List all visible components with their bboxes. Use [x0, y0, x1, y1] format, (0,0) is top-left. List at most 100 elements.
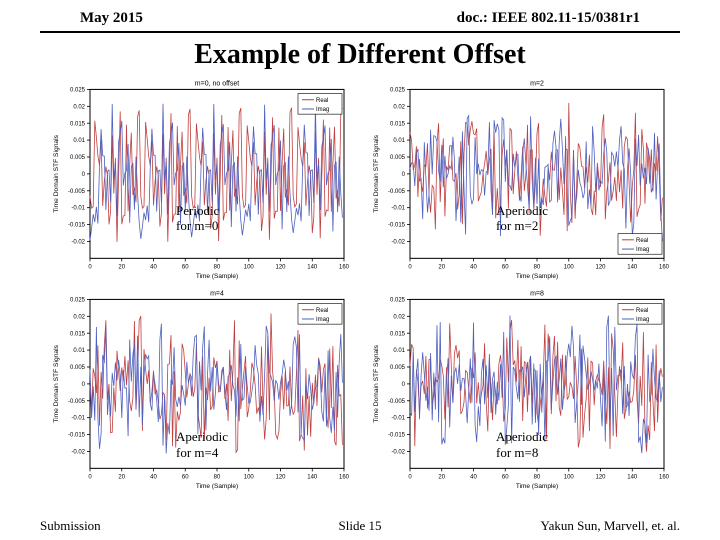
svg-text:m=0, no offset: m=0, no offset [195, 79, 239, 87]
svg-text:Real: Real [316, 97, 328, 104]
svg-text:160: 160 [659, 474, 670, 481]
footer-left: Submission [40, 518, 101, 534]
svg-text:0.005: 0.005 [70, 154, 86, 161]
svg-text:60: 60 [182, 264, 189, 271]
svg-text:Real: Real [316, 307, 328, 314]
svg-text:40: 40 [470, 264, 477, 271]
svg-text:Imag: Imag [316, 106, 329, 113]
svg-text:Time (Sample): Time (Sample) [516, 483, 558, 490]
svg-text:Real: Real [636, 237, 648, 244]
svg-text:m=8: m=8 [530, 289, 544, 297]
svg-text:Time Domain STF Signals: Time Domain STF Signals [53, 134, 60, 212]
svg-text:160: 160 [339, 264, 350, 271]
svg-text:20: 20 [438, 474, 445, 481]
svg-text:Real: Real [636, 307, 648, 314]
svg-text:120: 120 [275, 264, 286, 271]
chart-panel-2: -0.02 -0.015 -0.01 -0.005 0 0.005 0.01 0.015 0.0… [50, 285, 350, 491]
svg-text:0.015: 0.015 [70, 120, 86, 127]
svg-text:-0.01: -0.01 [391, 415, 405, 422]
svg-text:Time Domain STF Signals: Time Domain STF Signals [53, 344, 60, 422]
svg-text:0.01: 0.01 [73, 347, 85, 354]
svg-text:-0.005: -0.005 [68, 188, 86, 195]
svg-text:0.02: 0.02 [73, 103, 85, 110]
svg-text:140: 140 [627, 474, 638, 481]
chart-panel-1: -0.02 -0.015 -0.01 -0.005 0 0.005 0.01 0.015 0.0… [370, 75, 670, 281]
header-doc: doc.: IEEE 802.11-15/0381r1 [457, 10, 640, 27]
svg-text:140: 140 [307, 474, 318, 481]
svg-text:80: 80 [534, 474, 541, 481]
svg-text:40: 40 [470, 474, 477, 481]
svg-text:0: 0 [402, 381, 406, 388]
svg-text:80: 80 [214, 264, 221, 271]
svg-text:Imag: Imag [636, 246, 649, 253]
svg-text:0.01: 0.01 [393, 347, 405, 354]
svg-text:0: 0 [408, 264, 412, 271]
svg-text:0.02: 0.02 [73, 313, 85, 320]
svg-text:-0.02: -0.02 [71, 448, 85, 455]
svg-text:-0.01: -0.01 [71, 205, 85, 212]
svg-text:-0.02: -0.02 [391, 448, 405, 455]
svg-text:40: 40 [150, 264, 157, 271]
svg-text:0.005: 0.005 [390, 364, 406, 371]
svg-text:120: 120 [595, 264, 606, 271]
svg-text:0.01: 0.01 [73, 137, 85, 144]
svg-text:100: 100 [564, 474, 575, 481]
svg-text:-0.005: -0.005 [388, 398, 406, 405]
svg-text:0.025: 0.025 [70, 296, 86, 303]
svg-text:80: 80 [214, 474, 221, 481]
svg-text:0.025: 0.025 [70, 86, 86, 93]
svg-text:0: 0 [88, 264, 92, 271]
svg-text:160: 160 [659, 264, 670, 271]
svg-text:m=2: m=2 [530, 79, 544, 87]
slide-title: Example of Different Offset [0, 33, 720, 71]
svg-text:0: 0 [82, 381, 86, 388]
svg-text:0.015: 0.015 [70, 330, 86, 337]
svg-text:100: 100 [244, 264, 255, 271]
svg-text:0.015: 0.015 [390, 120, 406, 127]
svg-text:-0.015: -0.015 [68, 222, 86, 229]
svg-text:0.005: 0.005 [390, 154, 406, 161]
svg-text:20: 20 [118, 474, 125, 481]
svg-text:160: 160 [339, 474, 350, 481]
svg-text:0.02: 0.02 [393, 313, 405, 320]
svg-text:120: 120 [595, 474, 606, 481]
header-date: May 2015 [80, 10, 143, 27]
chart-grid: -0.02 -0.015 -0.01 -0.005 0 0.005 0.01 0.015 0.0… [0, 71, 720, 491]
svg-text:0.01: 0.01 [393, 137, 405, 144]
svg-text:Time Domain STF Signals: Time Domain STF Signals [373, 134, 380, 212]
svg-text:Time (Sample): Time (Sample) [196, 273, 238, 280]
svg-text:80: 80 [534, 264, 541, 271]
svg-text:-0.005: -0.005 [388, 188, 406, 195]
svg-text:60: 60 [502, 474, 509, 481]
chart-panel-3: -0.02 -0.015 -0.01 -0.005 0 0.005 0.01 0.015 0.0… [370, 285, 670, 491]
svg-text:Time Domain STF Signals: Time Domain STF Signals [373, 344, 380, 422]
svg-text:0.025: 0.025 [390, 296, 406, 303]
svg-text:Time (Sample): Time (Sample) [516, 273, 558, 280]
svg-text:-0.005: -0.005 [68, 398, 86, 405]
svg-text:Imag: Imag [316, 316, 329, 323]
svg-text:0.02: 0.02 [393, 103, 405, 110]
svg-text:-0.01: -0.01 [391, 205, 405, 212]
svg-text:-0.015: -0.015 [388, 222, 406, 229]
svg-text:0: 0 [408, 474, 412, 481]
footer-center: Slide 15 [339, 518, 382, 534]
svg-text:-0.015: -0.015 [388, 432, 406, 439]
svg-text:140: 140 [307, 264, 318, 271]
svg-text:100: 100 [564, 264, 575, 271]
svg-text:Imag: Imag [636, 316, 649, 323]
svg-text:60: 60 [502, 264, 509, 271]
svg-text:0.005: 0.005 [70, 364, 86, 371]
svg-text:0: 0 [82, 171, 86, 178]
svg-text:40: 40 [150, 474, 157, 481]
svg-text:60: 60 [182, 474, 189, 481]
svg-text:-0.01: -0.01 [71, 415, 85, 422]
slide-footer: Submission Slide 15 Yakun Sun, Marvell, … [0, 518, 720, 534]
svg-text:-0.015: -0.015 [68, 432, 86, 439]
svg-text:0: 0 [88, 474, 92, 481]
svg-text:0.025: 0.025 [390, 86, 406, 93]
svg-text:0.015: 0.015 [390, 330, 406, 337]
svg-text:140: 140 [627, 264, 638, 271]
svg-text:0: 0 [402, 171, 406, 178]
svg-text:-0.02: -0.02 [391, 238, 405, 245]
svg-text:100: 100 [244, 474, 255, 481]
